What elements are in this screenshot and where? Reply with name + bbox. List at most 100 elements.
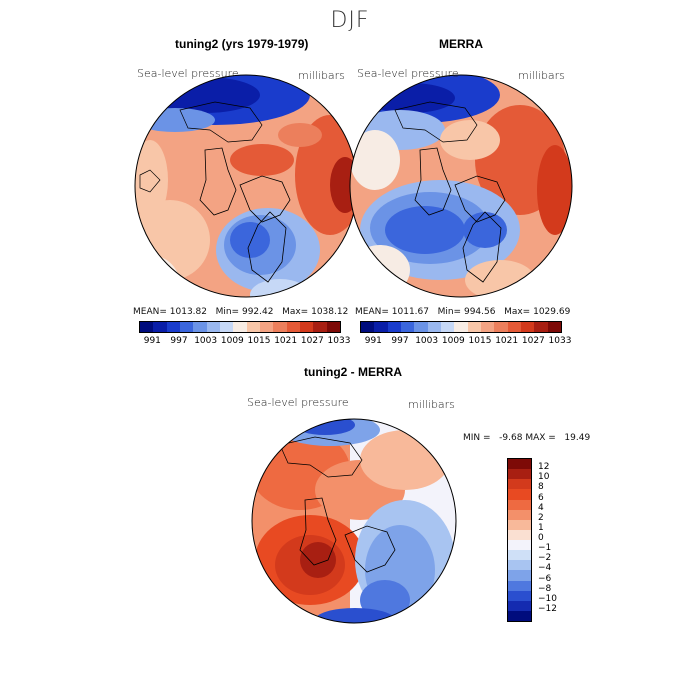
colorbar-label: 1027 [521, 336, 545, 346]
panel2-max-label: Max= [504, 307, 531, 317]
colorbar-swatch [534, 322, 548, 332]
panel3-min-label: MIN = [463, 433, 491, 443]
colorbar-label: 10 [538, 472, 550, 483]
colorbar-label: −1 [538, 543, 552, 554]
panel1-units: millibars [298, 69, 345, 82]
colorbar-label: −8 [538, 583, 552, 594]
colorbar-swatch [467, 322, 481, 332]
panel3-stats: MIN = -9.68 MAX = 19.49 [463, 433, 590, 443]
panel1-mean-label: MEAN= [133, 307, 167, 317]
panel2-title: MERRA [439, 37, 483, 51]
colorbar-label: 1033 [548, 336, 572, 346]
colorbar-swatch [480, 322, 495, 332]
colorbar-swatch [193, 322, 207, 332]
colorbar-swatch [166, 322, 180, 332]
colorbar-label: 2 [538, 512, 544, 523]
colorbar-label: 1009 [441, 336, 465, 346]
colorbar-swatch [508, 570, 531, 581]
panel2-min-label: Min= [437, 307, 462, 317]
colorbar-swatch [414, 322, 428, 332]
panel2-units: millibars [518, 69, 565, 82]
colorbar-swatch [374, 322, 388, 332]
colorbar-swatch [299, 322, 314, 332]
colorbar-swatch [427, 322, 441, 332]
colorbar-label: 6 [538, 492, 544, 503]
panel2-stats: MEAN= 1011.67 Min= 994.56 Max= 1029.69 [355, 307, 570, 317]
colorbar-swatch [400, 322, 415, 332]
panel1-min-value: 992.42 [241, 307, 274, 317]
panel2-colorbar [360, 321, 562, 333]
colorbar-label: 997 [170, 336, 188, 346]
colorbar-swatch [508, 580, 531, 591]
colorbar-label: 1009 [220, 336, 244, 346]
panel2-mean-label: MEAN= [355, 307, 389, 317]
colorbar-swatch [508, 560, 531, 571]
panel2-variable: Sea-level pressure [357, 67, 459, 80]
panel1-variable: Sea-level pressure [137, 67, 239, 80]
colorbar-swatch [508, 610, 531, 621]
colorbar-swatch [508, 469, 531, 480]
colorbar-label: 12 [538, 462, 550, 473]
panel3-min-value: -9.68 [499, 433, 523, 443]
colorbar-swatch [454, 322, 468, 332]
colorbar-swatch [520, 322, 535, 332]
colorbar-swatch [508, 529, 531, 540]
panel2-mean-value: 1011.67 [391, 307, 429, 317]
colorbar-swatch [508, 499, 531, 510]
colorbar-label: 1015 [247, 336, 271, 346]
panel1-title: tuning2 (yrs 1979-1979) [175, 37, 309, 51]
panel1-min-label: Min= [215, 307, 240, 317]
colorbar-swatch [508, 519, 531, 530]
colorbar-swatch [206, 322, 220, 332]
colorbar-label: 1021 [274, 336, 298, 346]
colorbar-label: 1 [538, 522, 544, 533]
panel3-variable: Sea-level pressure [247, 396, 349, 409]
colorbar-swatch [547, 322, 561, 332]
panel3-field [252, 419, 456, 623]
colorbar-label: 1003 [194, 336, 218, 346]
colorbar-label: −2 [538, 553, 552, 564]
colorbar-swatch [259, 322, 274, 332]
colorbar-label: −10 [538, 593, 557, 604]
colorbar-swatch [361, 322, 375, 332]
colorbar-swatch [508, 489, 531, 500]
colorbar-swatch [153, 322, 167, 332]
colorbar-swatch [508, 459, 531, 470]
panel3-units: millibars [408, 398, 455, 411]
colorbar-swatch [508, 600, 531, 611]
colorbar-label: 0 [538, 533, 544, 543]
panel1-max-label: Max= [282, 307, 309, 317]
colorbar-swatch [387, 322, 401, 332]
figure-title: DJF [330, 8, 370, 33]
colorbar-swatch [508, 590, 531, 601]
colorbar-swatch [494, 322, 508, 332]
colorbar-swatch [246, 322, 260, 332]
colorbar-label: −12 [538, 603, 557, 614]
panel1-mean-value: 1013.82 [169, 307, 207, 317]
colorbar-swatch [313, 322, 327, 332]
panel3-max-value: 19.49 [564, 433, 591, 443]
panel3-colorbar [507, 458, 532, 622]
panel2-field [350, 75, 572, 297]
colorbar-label: 1015 [468, 336, 492, 346]
colorbar-label: −4 [538, 563, 552, 574]
panel3-title: tuning2 - MERRA [304, 365, 402, 379]
colorbar-swatch [286, 322, 300, 332]
panel3-max-label: MAX = [525, 433, 556, 443]
colorbar-label: 991 [143, 336, 161, 346]
colorbar-label: −6 [538, 573, 552, 584]
colorbar-swatch [219, 322, 234, 332]
colorbar-swatch [508, 509, 531, 520]
panel1-field [135, 75, 357, 297]
panel1-colorbar [139, 321, 341, 333]
colorbar-swatch [508, 540, 531, 551]
colorbar-swatch [326, 322, 340, 332]
colorbar-swatch [440, 322, 455, 332]
colorbar-swatch [508, 550, 531, 561]
colorbar-label: 8 [538, 482, 544, 493]
panel2-max-value: 1029.69 [533, 307, 571, 317]
colorbar-label: 1027 [300, 336, 324, 346]
panel1-stats: MEAN= 1013.82 Min= 992.42 Max= 1038.12 [133, 307, 348, 317]
colorbar-swatch [507, 322, 521, 332]
colorbar-label: 1033 [327, 336, 351, 346]
